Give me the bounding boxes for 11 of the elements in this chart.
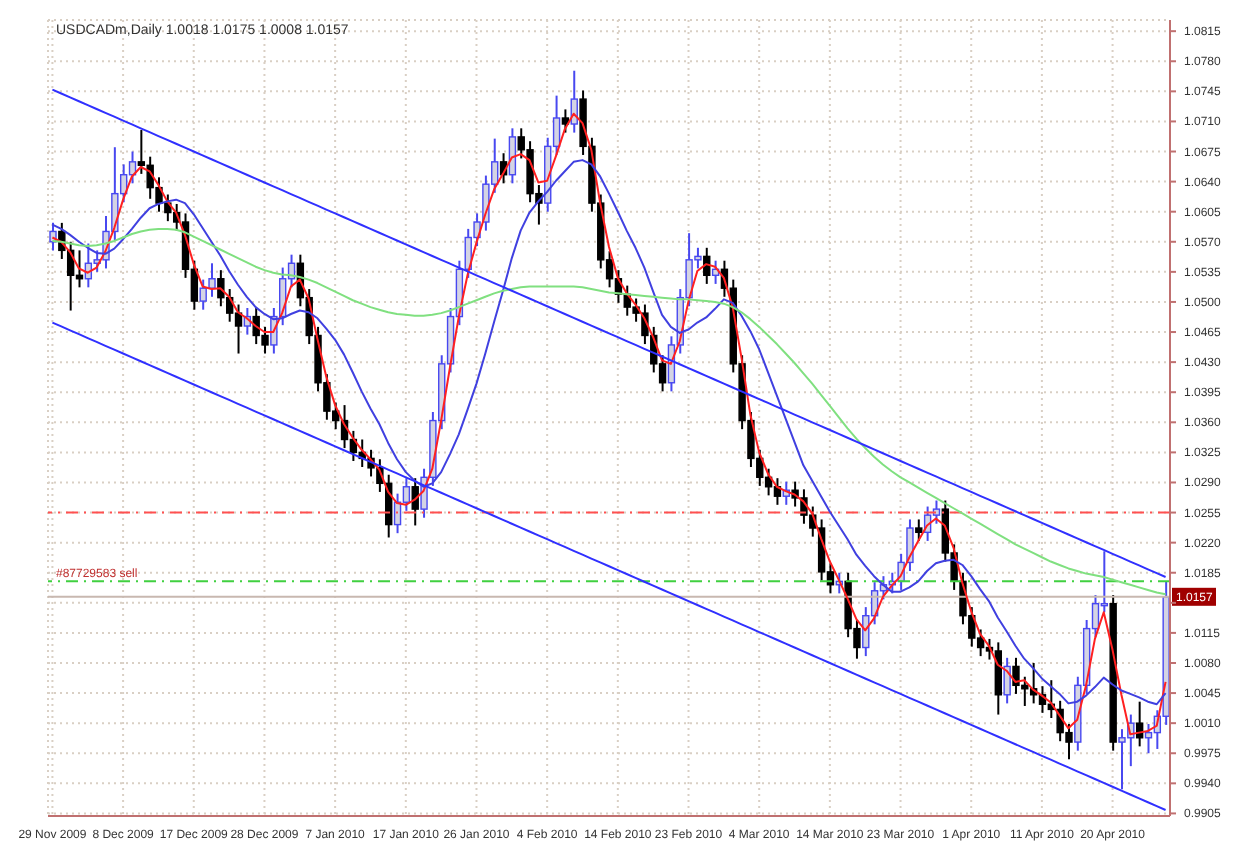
candlestick (208, 262, 216, 298)
candlestick (234, 303, 243, 355)
candlestick (915, 518, 923, 542)
candlestick (217, 269, 225, 308)
candlestick (164, 193, 172, 223)
candlestick (932, 499, 941, 525)
line-series (51, 227, 1167, 596)
candlestick (1003, 656, 1011, 705)
line-series (51, 88, 1167, 579)
candlestick (199, 278, 207, 311)
candlestick (561, 108, 570, 134)
